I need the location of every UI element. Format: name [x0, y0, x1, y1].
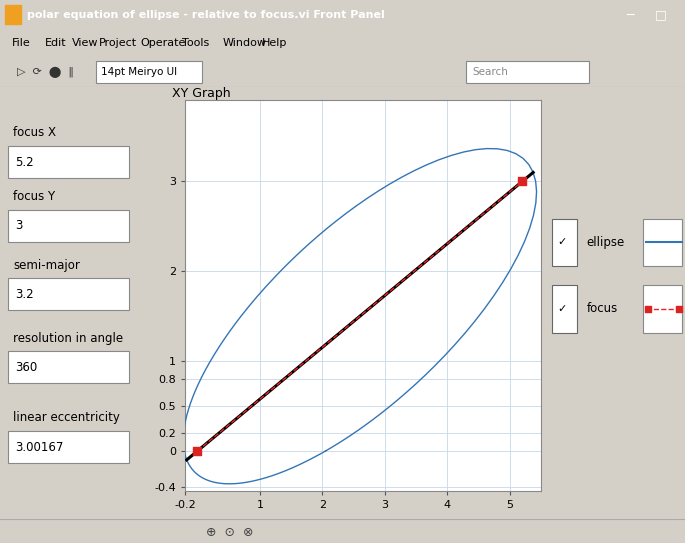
Text: semi-major: semi-major: [14, 258, 80, 272]
FancyBboxPatch shape: [551, 285, 577, 332]
Text: XY Graph: XY Graph: [171, 87, 230, 100]
Text: Help: Help: [262, 39, 288, 48]
Text: □: □: [655, 9, 667, 21]
Text: Edit: Edit: [45, 39, 66, 48]
Text: 3.00167: 3.00167: [15, 441, 64, 454]
Text: 3.2: 3.2: [15, 288, 34, 301]
FancyBboxPatch shape: [466, 61, 589, 83]
Text: Project: Project: [99, 39, 138, 48]
Bar: [5, 5, 21, 24]
Point: [192, 447, 203, 456]
Text: Tools: Tools: [182, 39, 209, 48]
Text: ellipse: ellipse: [586, 236, 625, 249]
FancyBboxPatch shape: [8, 431, 129, 463]
FancyBboxPatch shape: [8, 351, 129, 383]
Text: ─: ─: [627, 9, 634, 21]
Text: focus X: focus X: [14, 127, 56, 140]
Text: Search: Search: [473, 67, 508, 77]
Text: 5.2: 5.2: [15, 156, 34, 169]
Point: [517, 177, 528, 186]
FancyBboxPatch shape: [551, 219, 577, 266]
Point: [643, 305, 654, 313]
Point: [674, 305, 685, 313]
FancyBboxPatch shape: [8, 210, 129, 242]
FancyBboxPatch shape: [96, 61, 202, 83]
Text: View: View: [72, 39, 99, 48]
Text: Window: Window: [223, 39, 266, 48]
Text: ⊕  ⊙  ⊗: ⊕ ⊙ ⊗: [206, 526, 253, 539]
Text: focus Y: focus Y: [14, 190, 55, 203]
Text: ✓: ✓: [557, 304, 566, 314]
Text: ▷  ⟳  ⬤  ‖: ▷ ⟳ ⬤ ‖: [17, 66, 74, 78]
Text: linear eccentricity: linear eccentricity: [14, 412, 121, 425]
Text: Operate: Operate: [140, 39, 186, 48]
Text: ✓: ✓: [557, 237, 566, 247]
Text: 14pt Meiryo UI: 14pt Meiryo UI: [101, 67, 177, 77]
FancyBboxPatch shape: [643, 285, 682, 332]
Text: 360: 360: [15, 361, 38, 374]
FancyBboxPatch shape: [8, 279, 129, 311]
Text: polar equation of ellipse - relative to focus.vi Front Panel: polar equation of ellipse - relative to …: [27, 10, 385, 20]
FancyBboxPatch shape: [643, 219, 682, 266]
Text: resolution in angle: resolution in angle: [14, 332, 123, 345]
Text: focus: focus: [586, 302, 618, 315]
Text: 3: 3: [15, 219, 23, 232]
FancyBboxPatch shape: [8, 146, 129, 178]
Text: File: File: [12, 39, 31, 48]
